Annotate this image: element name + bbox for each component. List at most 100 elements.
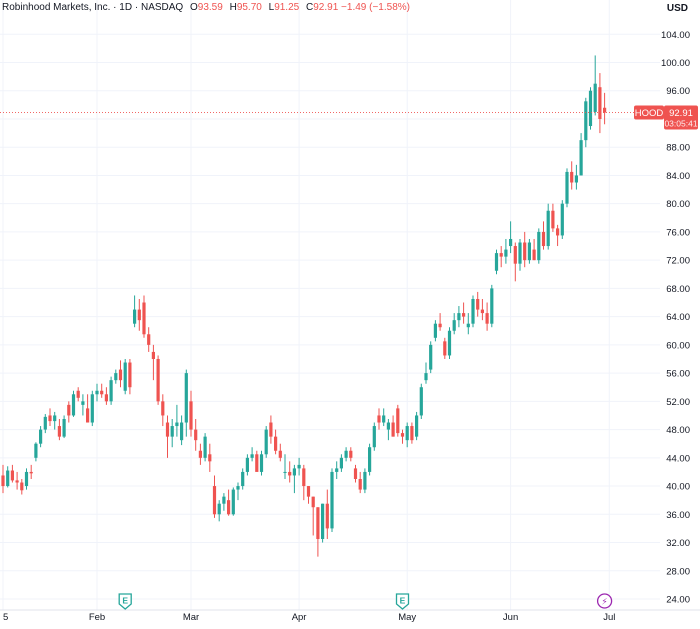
candle-body bbox=[391, 422, 395, 437]
low-value: 91.25 bbox=[274, 2, 300, 13]
candle-body bbox=[311, 496, 315, 508]
candle bbox=[203, 433, 207, 462]
candle bbox=[20, 478, 24, 495]
candle bbox=[499, 246, 503, 268]
price-tag-value: 92.91 bbox=[669, 108, 693, 119]
y-tick-label: 56.00 bbox=[666, 369, 690, 380]
candle-body bbox=[415, 415, 419, 437]
candle bbox=[48, 408, 52, 427]
low-key: L bbox=[268, 2, 275, 13]
events-layer: E E ⚡ bbox=[118, 593, 613, 610]
candle-body bbox=[537, 231, 541, 261]
candle bbox=[462, 302, 466, 324]
candle bbox=[76, 387, 80, 402]
candle bbox=[255, 450, 259, 472]
candle-body bbox=[410, 426, 414, 441]
x-tick-label: Jul bbox=[603, 612, 615, 623]
candle-body bbox=[67, 404, 71, 416]
candle-body bbox=[386, 422, 390, 430]
y-tick-label: 60.00 bbox=[666, 340, 690, 351]
candle-body bbox=[123, 362, 127, 391]
candle-body bbox=[269, 422, 273, 437]
candle bbox=[34, 442, 38, 462]
dividend-split-icon[interactable]: ⚡ bbox=[596, 593, 613, 609]
candle bbox=[584, 97, 588, 148]
y-tick-label: 48.00 bbox=[666, 425, 690, 436]
candle-body bbox=[118, 369, 123, 381]
price-tag-countdown: 03:05:41 bbox=[664, 119, 697, 129]
candle bbox=[43, 414, 47, 434]
candle bbox=[570, 161, 574, 190]
candle bbox=[10, 464, 14, 483]
candle-body bbox=[288, 471, 292, 476]
split-marker-shape bbox=[596, 593, 613, 609]
candle-body bbox=[184, 373, 188, 423]
candle-body bbox=[10, 470, 14, 481]
symbol-exchange: NASDAQ bbox=[140, 2, 184, 13]
candle bbox=[227, 489, 231, 516]
candle bbox=[283, 454, 287, 479]
candle-body bbox=[161, 401, 165, 416]
earnings-icon[interactable]: E bbox=[395, 593, 410, 610]
candle bbox=[363, 468, 367, 494]
candle-body bbox=[264, 429, 268, 455]
candle bbox=[184, 369, 188, 437]
high-key: H bbox=[229, 2, 237, 13]
candle-body bbox=[396, 408, 400, 434]
earnings-icon[interactable]: E bbox=[118, 593, 132, 610]
currency-label[interactable]: USD bbox=[666, 3, 688, 14]
candle-body bbox=[424, 373, 428, 381]
candle bbox=[443, 337, 447, 359]
candle-body bbox=[100, 390, 104, 395]
candle bbox=[245, 454, 249, 476]
candle bbox=[161, 394, 165, 427]
candle-body bbox=[114, 373, 118, 381]
candle bbox=[518, 238, 522, 271]
y-tick-label: 44.00 bbox=[666, 453, 690, 464]
candle-body bbox=[556, 228, 560, 236]
time-axis[interactable]: 5 Feb Mar Apr May Jun Jul bbox=[0, 609, 700, 623]
candle bbox=[377, 408, 381, 430]
symbol-dot: · bbox=[134, 2, 141, 13]
candle bbox=[147, 327, 151, 352]
candle-body bbox=[24, 471, 29, 487]
y-tick-label: 64.00 bbox=[666, 312, 690, 323]
candle-body bbox=[316, 507, 320, 539]
candle-body bbox=[532, 249, 536, 261]
y-tick-label: 68.00 bbox=[666, 284, 690, 295]
candle-body bbox=[513, 246, 517, 264]
candle bbox=[29, 464, 33, 479]
y-tick-label: 28.00 bbox=[666, 566, 690, 577]
candle bbox=[598, 73, 602, 134]
candle-body bbox=[53, 415, 57, 422]
candle bbox=[264, 426, 268, 458]
candle bbox=[382, 408, 386, 427]
y-tick-label: 80.00 bbox=[666, 199, 690, 210]
candle bbox=[109, 376, 113, 405]
candle-body bbox=[527, 242, 531, 261]
candle-body bbox=[283, 471, 287, 473]
open-key: O bbox=[189, 2, 198, 13]
candle-body bbox=[438, 323, 442, 328]
candle bbox=[457, 306, 461, 328]
candle bbox=[217, 500, 221, 522]
candle-body bbox=[227, 500, 231, 515]
candle-body bbox=[419, 387, 423, 416]
candle-body bbox=[306, 486, 311, 497]
candle bbox=[438, 313, 442, 331]
candle-body bbox=[1, 475, 5, 487]
candle bbox=[368, 443, 372, 476]
candle-body bbox=[241, 471, 245, 487]
price-axis[interactable]: 24.00 28.00 32.00 36.00 40.00 44.00 48.00 52.00… bbox=[661, 30, 690, 606]
y-tick-label: 40.00 bbox=[666, 482, 690, 493]
candle bbox=[447, 327, 452, 359]
candle-body bbox=[189, 401, 193, 430]
x-tick-label: Mar bbox=[183, 612, 199, 623]
candle bbox=[123, 358, 127, 395]
candle bbox=[67, 401, 71, 423]
candle bbox=[95, 383, 99, 402]
candle-body bbox=[560, 203, 564, 236]
